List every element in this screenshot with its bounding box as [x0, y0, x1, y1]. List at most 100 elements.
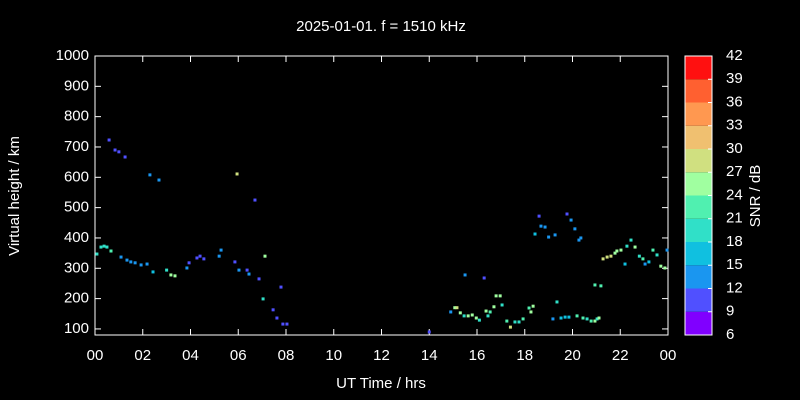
point — [458, 311, 462, 315]
point — [619, 248, 623, 252]
point — [655, 253, 659, 257]
colorbar-tick-label: 42 — [726, 47, 743, 64]
point — [492, 305, 496, 309]
point — [466, 314, 470, 318]
point — [455, 306, 459, 310]
point — [470, 313, 474, 317]
point — [539, 224, 543, 228]
point — [615, 249, 619, 253]
x-tick-label: 12 — [373, 347, 390, 364]
y-tick-label: 700 — [64, 138, 89, 155]
plot-frame — [94, 55, 669, 336]
point — [117, 150, 121, 154]
point — [579, 236, 583, 240]
point — [665, 248, 669, 252]
colorbar-tick-label: 30 — [726, 140, 743, 157]
colorbar-band — [685, 218, 712, 242]
y-tick-label: 100 — [64, 320, 89, 337]
point — [531, 304, 535, 308]
colorbar-band — [685, 172, 712, 196]
colorbar-tick-label: 21 — [726, 210, 743, 227]
point — [517, 320, 521, 324]
point — [577, 238, 581, 242]
point — [219, 248, 223, 252]
point — [599, 284, 603, 288]
point — [581, 316, 585, 320]
point — [198, 254, 202, 258]
point — [279, 285, 283, 289]
x-tick-label: 00 — [660, 347, 677, 364]
point — [659, 264, 663, 268]
point — [217, 254, 221, 258]
point — [195, 256, 199, 260]
x-tick-label: 08 — [278, 347, 295, 364]
colorbar-tick-label: 24 — [726, 186, 743, 203]
colorbar-tick-label: 27 — [726, 163, 743, 180]
point — [107, 138, 111, 142]
point — [95, 252, 99, 256]
point — [593, 319, 597, 323]
colorbar-band — [685, 265, 712, 289]
point — [463, 273, 467, 277]
point — [109, 249, 113, 253]
point — [613, 251, 617, 255]
colorbar-tick-label: 18 — [726, 233, 743, 250]
colorbar-band — [685, 242, 712, 266]
point — [151, 270, 155, 274]
point — [123, 155, 127, 159]
x-tick-label: 16 — [469, 347, 486, 364]
point — [102, 244, 106, 248]
point — [623, 262, 627, 266]
colorbar-band — [685, 125, 712, 149]
point — [529, 310, 533, 314]
y-tick-label: 500 — [64, 199, 89, 216]
x-tick-label: 04 — [182, 347, 199, 364]
point — [527, 306, 531, 310]
point — [105, 245, 109, 249]
point — [133, 261, 137, 265]
point — [488, 310, 492, 314]
point — [563, 315, 567, 319]
point — [157, 178, 161, 182]
point — [609, 254, 613, 258]
point — [449, 310, 453, 314]
y-tick-label: 1000 — [56, 47, 89, 64]
y-tick-label: 400 — [64, 229, 89, 246]
colorbar-band — [685, 311, 712, 335]
point — [99, 245, 103, 249]
colorbar-band — [685, 195, 712, 219]
point — [559, 316, 563, 320]
point — [237, 268, 241, 272]
point — [486, 314, 490, 318]
point — [601, 257, 605, 261]
point — [569, 218, 573, 222]
colorbar-tick-label: 33 — [726, 117, 743, 134]
point — [285, 322, 289, 326]
point — [165, 268, 169, 272]
point — [567, 315, 571, 319]
point — [589, 319, 593, 323]
point — [498, 294, 502, 298]
point — [663, 266, 667, 270]
point — [651, 248, 655, 252]
colorbar-tick-label: 39 — [726, 70, 743, 87]
point — [513, 320, 517, 324]
x-tick-label: 14 — [421, 347, 438, 364]
point — [508, 325, 512, 329]
point — [263, 254, 267, 258]
point — [547, 235, 551, 239]
point — [247, 272, 251, 276]
point — [595, 317, 599, 321]
colorbar-band — [685, 102, 712, 126]
point — [427, 330, 431, 334]
point — [521, 317, 525, 321]
point — [551, 317, 555, 321]
point — [505, 319, 509, 323]
point — [281, 322, 285, 326]
point — [453, 306, 457, 310]
point — [173, 274, 177, 278]
point — [533, 232, 537, 236]
colorbar-band — [685, 56, 712, 80]
point — [139, 263, 143, 267]
